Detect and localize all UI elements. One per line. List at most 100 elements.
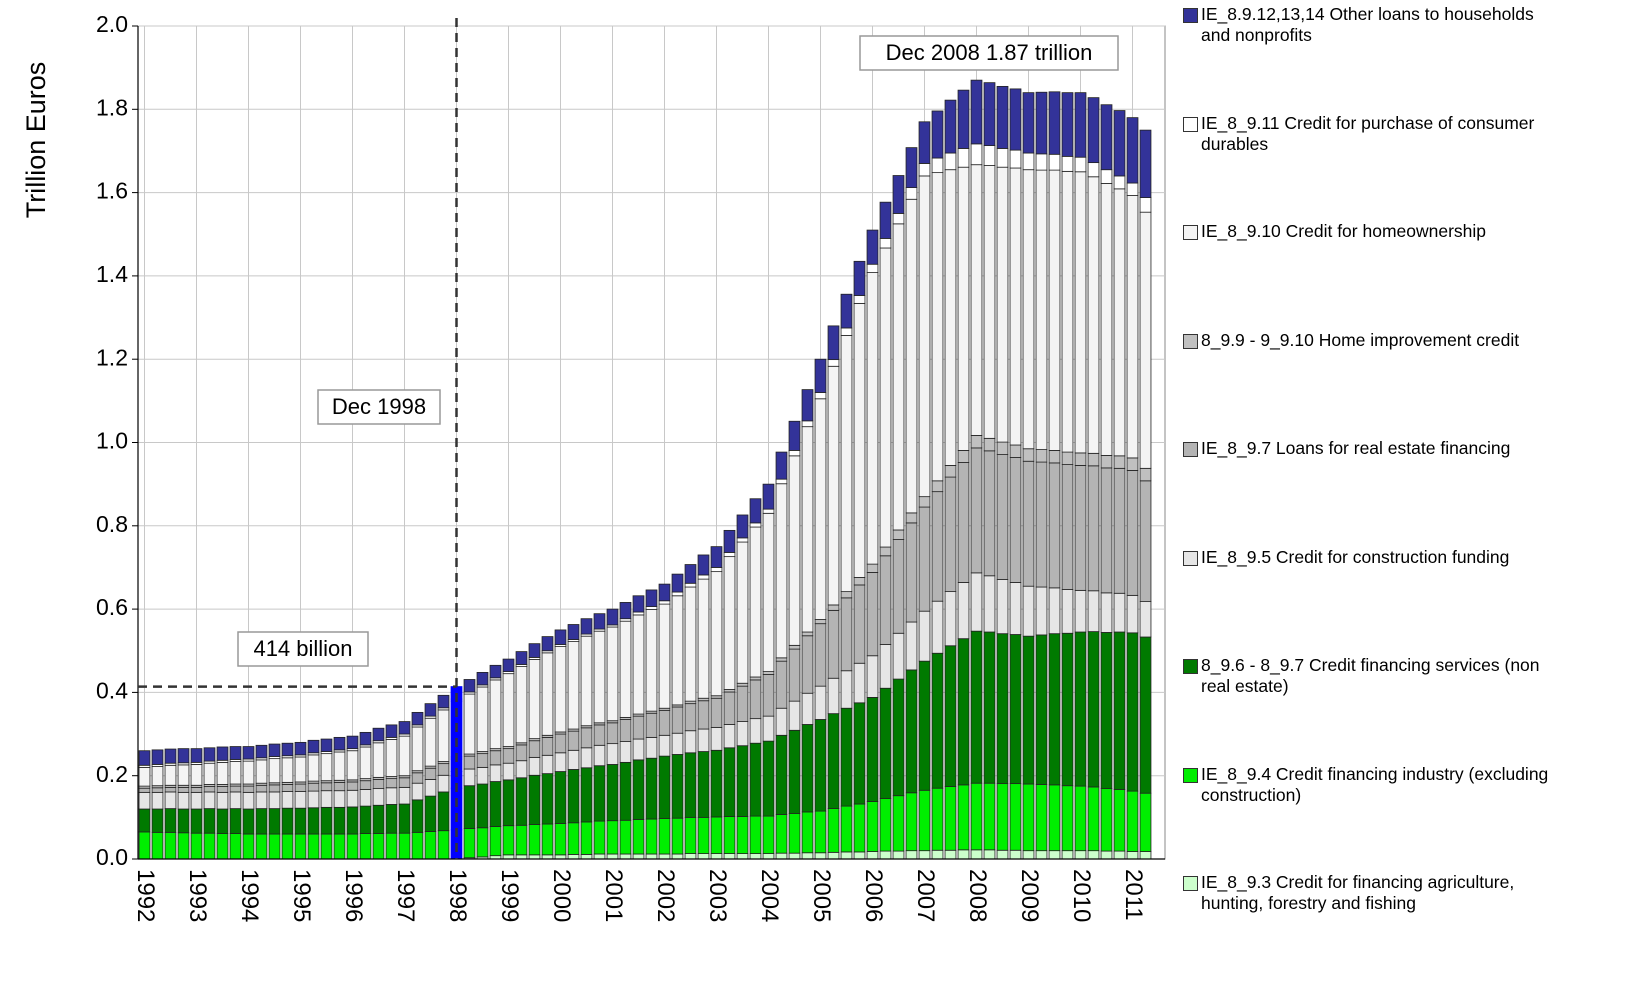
bar-segment bbox=[905, 669, 918, 794]
bar-segment bbox=[957, 784, 970, 851]
bar-segment bbox=[1061, 464, 1074, 590]
bar-segment bbox=[307, 790, 320, 809]
bar-segment bbox=[866, 696, 879, 802]
bar-segment bbox=[983, 145, 996, 166]
bar-segment bbox=[905, 147, 918, 189]
bar-segment bbox=[697, 728, 710, 752]
bar-segment bbox=[983, 450, 996, 577]
bar-segment bbox=[268, 743, 281, 757]
bar-segment bbox=[151, 808, 164, 833]
bar-segment bbox=[567, 624, 580, 640]
legend-swatch bbox=[1183, 876, 1198, 891]
bar-segment bbox=[372, 742, 385, 778]
bar-segment bbox=[554, 771, 567, 824]
bar-segment bbox=[892, 795, 905, 852]
bar-segment bbox=[827, 851, 840, 860]
bar-segment bbox=[411, 711, 424, 726]
bar-segment bbox=[242, 760, 255, 785]
bar-segment bbox=[242, 833, 255, 860]
legend-label: 8_9.9 - 9_9.10 Home improvement credit bbox=[1201, 329, 1520, 350]
bar-segment bbox=[632, 759, 645, 820]
bar-segment bbox=[164, 831, 177, 860]
bar-segment bbox=[970, 164, 983, 436]
bar-segment bbox=[1022, 460, 1035, 587]
bar-segment bbox=[736, 537, 749, 543]
bar-segment bbox=[931, 652, 944, 789]
bar-segment bbox=[775, 660, 788, 709]
bar-segment bbox=[684, 564, 697, 584]
bar-segment bbox=[515, 777, 528, 826]
bar-segment bbox=[463, 693, 476, 755]
bar-segment bbox=[528, 659, 541, 740]
bar-segment bbox=[437, 709, 450, 762]
bar-segment bbox=[866, 851, 879, 860]
bar-segment bbox=[983, 82, 996, 146]
bar-segment bbox=[801, 420, 814, 428]
bar-segment bbox=[463, 768, 476, 787]
bar-segment bbox=[1126, 851, 1139, 860]
bar-segment bbox=[203, 786, 216, 793]
x-tick-label: 2008 bbox=[964, 869, 991, 922]
bar-segment bbox=[1048, 169, 1061, 451]
bar-segment bbox=[1022, 448, 1035, 462]
bar-segment bbox=[983, 165, 996, 439]
bar-segment bbox=[905, 621, 918, 671]
bar-segment bbox=[931, 110, 944, 159]
bar-segment bbox=[697, 700, 710, 730]
bar-segment bbox=[1009, 88, 1022, 151]
bar-segment bbox=[957, 582, 970, 640]
bar-segment bbox=[892, 850, 905, 860]
bar-segment bbox=[1009, 444, 1022, 458]
bar-segment bbox=[1048, 850, 1061, 860]
bar-segment bbox=[1074, 156, 1087, 173]
bar-segment bbox=[385, 832, 398, 860]
bar-segment bbox=[853, 302, 866, 578]
bar-segment bbox=[580, 821, 593, 855]
bar-segment bbox=[632, 853, 645, 860]
bar-segment bbox=[437, 763, 450, 776]
bar-segment bbox=[1113, 631, 1126, 790]
bar-segment bbox=[593, 613, 606, 630]
bar-segment bbox=[372, 788, 385, 806]
bar-segment bbox=[619, 620, 632, 718]
bar-segment bbox=[736, 721, 749, 747]
bar-segment bbox=[372, 804, 385, 834]
bar-segment bbox=[242, 746, 255, 760]
bar-segment bbox=[788, 450, 801, 457]
bar-segment bbox=[411, 782, 424, 801]
bar-segment bbox=[1087, 162, 1100, 178]
bar-segment bbox=[892, 223, 905, 531]
bar-segment bbox=[580, 635, 593, 727]
bar-segment bbox=[840, 597, 853, 672]
bar-segment bbox=[177, 832, 190, 860]
bar-segment bbox=[645, 712, 658, 738]
bar-segment bbox=[788, 852, 801, 860]
x-tick-label: 1995 bbox=[288, 869, 315, 922]
x-tick-label: 1996 bbox=[340, 869, 367, 922]
bar-segment bbox=[736, 541, 749, 684]
bar-segment bbox=[255, 833, 268, 860]
bar-segment bbox=[606, 722, 619, 745]
bar-segment bbox=[554, 854, 567, 860]
bar-segment bbox=[1061, 451, 1074, 465]
bar-segment bbox=[476, 753, 489, 768]
bar-segment bbox=[853, 702, 866, 805]
bar-segment bbox=[1126, 117, 1139, 184]
bar-segment bbox=[762, 815, 775, 854]
bar-segment bbox=[528, 774, 541, 825]
bar-segment bbox=[905, 198, 918, 514]
bar-segment bbox=[1113, 850, 1126, 860]
bar-segment bbox=[229, 808, 242, 834]
legend-label: IE_8_9.11 Credit for purchase of consume… bbox=[1201, 112, 1535, 154]
bar-segment bbox=[762, 508, 775, 514]
bar-segment bbox=[996, 849, 1009, 860]
bar-segment bbox=[281, 742, 294, 757]
y-tick-label: 2.0 bbox=[96, 11, 128, 37]
bar-segment bbox=[840, 707, 853, 807]
legend-entry: IE_8.9.12,13,14 Other loans to household… bbox=[1183, 4, 1563, 46]
bar-segment bbox=[1061, 632, 1074, 787]
bar-segment bbox=[970, 849, 983, 860]
bar-segment bbox=[879, 850, 892, 860]
bar-segment bbox=[1061, 589, 1074, 634]
bar-segment bbox=[333, 751, 346, 781]
